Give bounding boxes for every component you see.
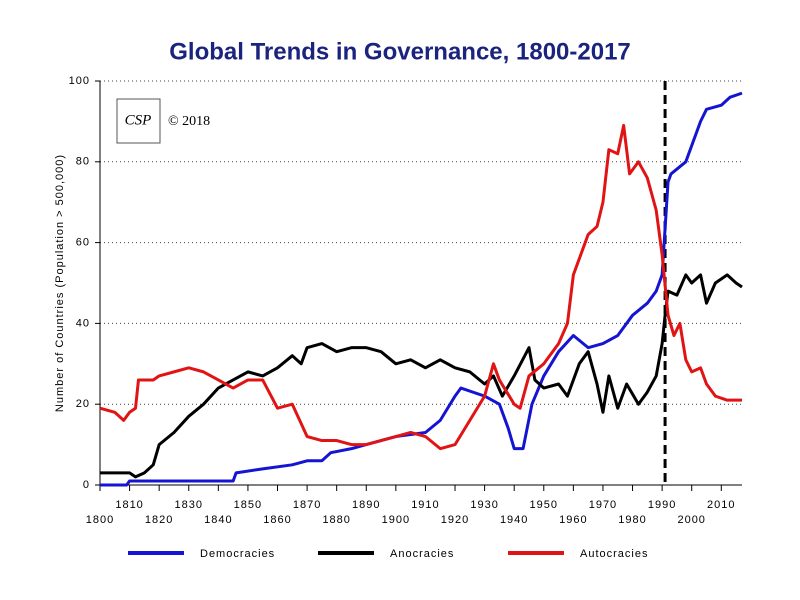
x-tick-label: 1880 xyxy=(322,514,350,526)
legend-label: Democracies xyxy=(200,548,275,560)
y-tick-label: 0 xyxy=(83,479,90,491)
x-tick-label: 2000 xyxy=(677,514,705,526)
x-tick-label: 1850 xyxy=(234,499,262,511)
x-tick-label: 1930 xyxy=(470,499,498,511)
y-tick-label: 20 xyxy=(76,398,90,410)
x-tick-label: 1980 xyxy=(618,514,646,526)
x-tick-label: 1940 xyxy=(500,514,528,526)
logo: CSP xyxy=(125,112,152,128)
logo-box xyxy=(116,98,161,144)
copyright: © 2018 xyxy=(168,114,210,129)
x-tick-label: 1910 xyxy=(411,499,439,511)
x-tick-label: 1800 xyxy=(86,514,114,526)
series-line xyxy=(99,123,742,451)
y-axis-label: Number of Countries (Population > 500,00… xyxy=(54,154,66,412)
x-tick-label: 1920 xyxy=(441,514,469,526)
series-line xyxy=(100,91,743,487)
x-tick-label: 1990 xyxy=(648,499,676,511)
x-tick-label: 1970 xyxy=(589,499,617,511)
y-tick-label: 100 xyxy=(69,75,90,87)
chart-title: Global Trends in Governance, 1800-2017 xyxy=(169,38,631,65)
x-tick-label: 1900 xyxy=(382,514,410,526)
x-tick-label: 1820 xyxy=(145,514,173,526)
legend-label: Autocracies xyxy=(580,548,648,560)
y-tick-label: 80 xyxy=(76,156,90,168)
x-tick-label: 1810 xyxy=(115,499,143,511)
x-tick-label: 2010 xyxy=(707,499,735,511)
x-tick-label: 1870 xyxy=(293,499,321,511)
x-tick-label: 1950 xyxy=(530,499,558,511)
x-tick-label: 1840 xyxy=(204,514,232,526)
legend-label: Anocracies xyxy=(390,548,454,560)
y-tick-label: 60 xyxy=(76,237,90,249)
x-tick-label: 1960 xyxy=(559,514,587,526)
x-tick-label: 1890 xyxy=(352,499,380,511)
x-tick-label: 1860 xyxy=(263,514,291,526)
y-tick-label: 40 xyxy=(76,317,90,329)
x-tick-label: 1830 xyxy=(175,499,203,511)
